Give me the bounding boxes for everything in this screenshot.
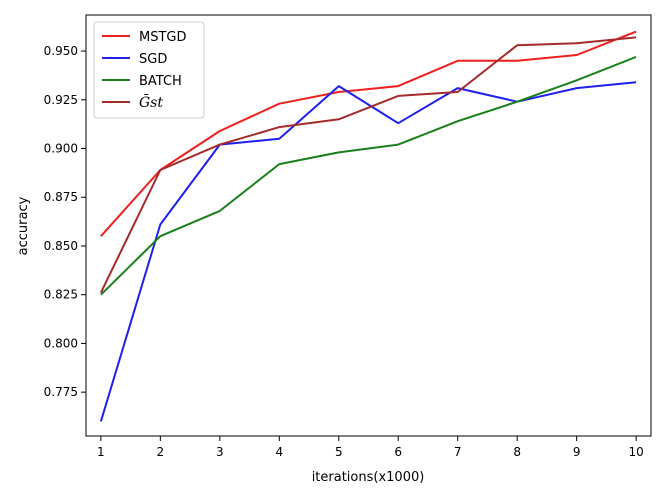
x-tick-label: 2 — [157, 445, 165, 459]
legend-label-1: MSTGD — [139, 30, 187, 45]
y-axis: 0.775 0.800 0.825 0.850 0.875 0.900 0.925 0.950 — [44, 44, 86, 399]
x-tick-label: 9 — [573, 445, 581, 459]
x-tick-label: 1 — [97, 445, 105, 459]
y-tick-label: 0.850 — [44, 239, 78, 253]
legend-box — [93, 21, 205, 119]
y-tick-label: 0.950 — [44, 44, 78, 58]
legend-label-2: SGD — [139, 52, 167, 67]
x-tick-label: 7 — [454, 445, 462, 459]
y-tick-label: 0.900 — [44, 142, 78, 156]
series-line-3 — [100, 55, 637, 296]
series-layer — [99, 30, 637, 422]
series-line-4 — [99, 36, 637, 294]
legend: MSTGD SGD BATCH Ḡst — [93, 21, 205, 119]
x-tick-label: 3 — [216, 445, 224, 459]
series-line-2 — [99, 81, 637, 422]
y-tick-label: 0.800 — [44, 336, 78, 350]
y-tick-label: 0.825 — [44, 288, 78, 302]
x-tick-label: 10 — [628, 445, 643, 459]
legend-label-3: BATCH — [139, 74, 182, 89]
y-tick-label: 0.875 — [44, 190, 78, 204]
x-axis: 1 2 3 4 5 6 7 8 9 10 — [97, 436, 644, 459]
y-axis-label: accuracy — [16, 196, 31, 255]
plot-frame — [85, 14, 652, 437]
x-tick-label: 8 — [513, 445, 521, 459]
x-axis-label: iterations(x1000) — [312, 470, 425, 485]
y-tick-label: 0.775 — [44, 385, 78, 399]
series-line-1 — [100, 30, 637, 237]
x-tick-label: 5 — [335, 445, 343, 459]
y-tick-label: 0.925 — [44, 93, 78, 107]
legend-label-4: Ḡst — [139, 93, 163, 111]
x-tick-label: 4 — [275, 445, 283, 459]
x-tick-label: 6 — [394, 445, 402, 459]
